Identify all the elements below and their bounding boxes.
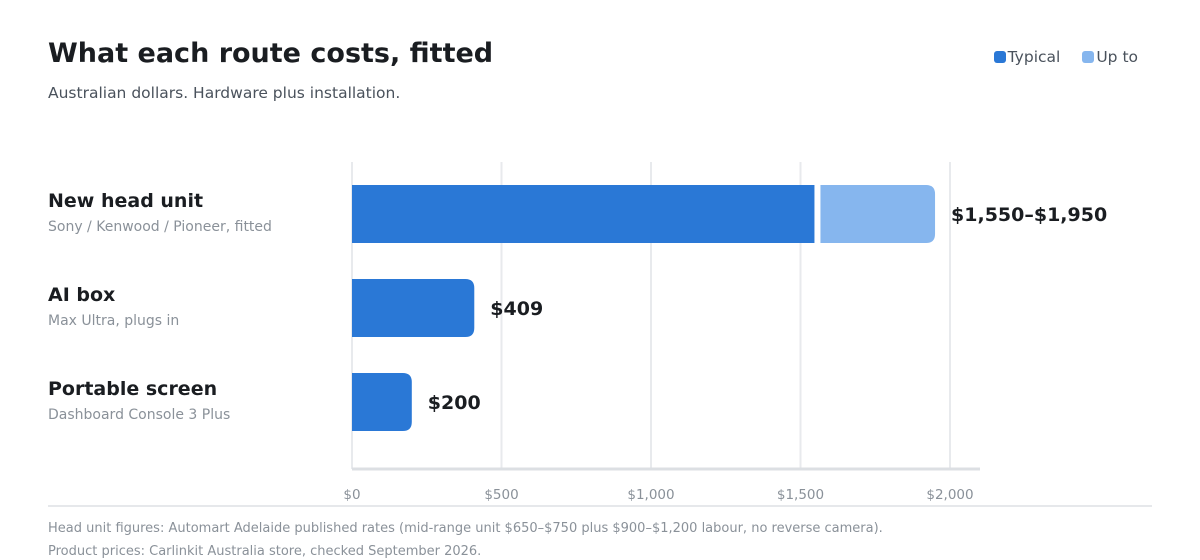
category-label: New head unit [48, 190, 203, 212]
bar-value-label: $200 [428, 392, 481, 414]
x-tick-label: $1,500 [777, 487, 824, 503]
legend-swatch-typical [993, 51, 1006, 63]
footer-note-source: Head unit figures: Automart Adelaide pub… [48, 521, 883, 536]
chart-subtitle: Australian dollars. Hardware plus instal… [48, 84, 401, 102]
bar-value-label: $409 [490, 298, 543, 320]
x-tick-label: $1,000 [627, 487, 674, 503]
legend-label-up-to: Up to [1096, 48, 1138, 66]
bar-chart: $0 $500 $1,000 $1,500 $2,000 New head unit Son… [48, 162, 1107, 503]
category-sublabel: Sony / Kenwood / Pioneer, fitted [48, 219, 272, 235]
footer-divider [48, 505, 1152, 507]
legend-item-up-to: Up to [1082, 48, 1138, 66]
footer-note-prices: Product prices: Carlinkit Australia stor… [48, 544, 482, 559]
x-tick-label: $500 [484, 487, 518, 503]
chart-legend: Typical Up to [993, 48, 1138, 66]
bar-typical [352, 373, 412, 431]
chart-title: What each route costs, fitted [48, 38, 494, 69]
category-label: Portable screen [48, 378, 217, 400]
bar-typical [352, 185, 815, 243]
bar-typical [352, 279, 475, 337]
legend-swatch-up-to [1082, 51, 1095, 63]
legend-label-typical: Typical [1007, 48, 1061, 66]
x-tick-label: $2,000 [926, 487, 973, 503]
legend-item-typical: Typical [993, 48, 1061, 66]
category-sublabel: Dashboard Console 3 Plus [48, 407, 230, 423]
x-tick-label: $0 [343, 487, 360, 503]
bar-value-label: $1,550–$1,950 [951, 204, 1107, 226]
bar-up-to [820, 185, 936, 243]
category-label: AI box [48, 284, 115, 306]
category-sublabel: Max Ultra, plugs in [48, 313, 179, 329]
